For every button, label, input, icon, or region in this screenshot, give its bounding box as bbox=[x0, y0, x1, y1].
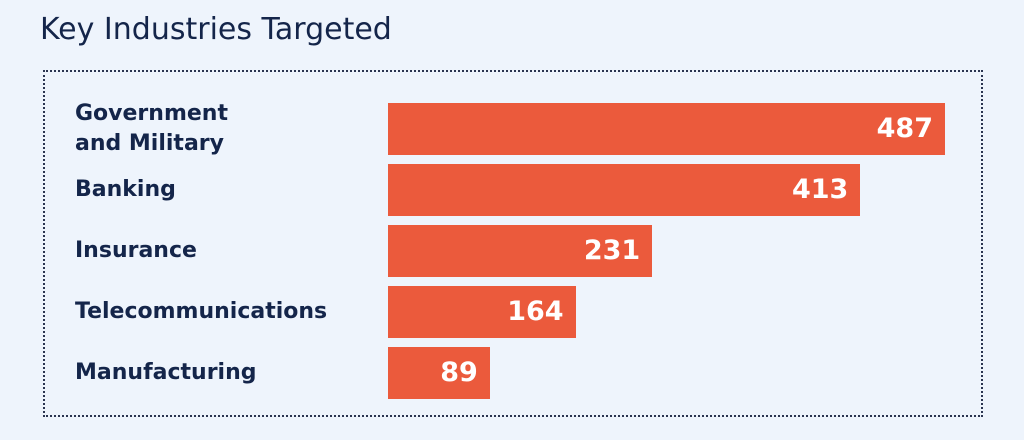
bar bbox=[388, 164, 861, 216]
frame bbox=[43, 70, 983, 417]
data-label: 487 bbox=[876, 113, 933, 144]
data-label: 89 bbox=[440, 357, 478, 388]
chart-title: Key Industries Targeted bbox=[40, 12, 392, 47]
bar bbox=[388, 103, 945, 155]
y-tick-label: Telecommunications bbox=[75, 299, 328, 324]
bar bbox=[388, 225, 653, 277]
y-tick-label: Government and Military bbox=[75, 101, 228, 156]
y-tick-label: Manufacturing bbox=[75, 360, 257, 385]
data-label: 231 bbox=[583, 235, 641, 266]
data-label: 413 bbox=[791, 174, 849, 205]
y-tick-label: Banking bbox=[75, 177, 176, 202]
bar bbox=[388, 286, 576, 338]
data-label: 164 bbox=[507, 296, 564, 327]
bar bbox=[388, 347, 490, 399]
y-tick-label: Insurance bbox=[75, 238, 197, 263]
